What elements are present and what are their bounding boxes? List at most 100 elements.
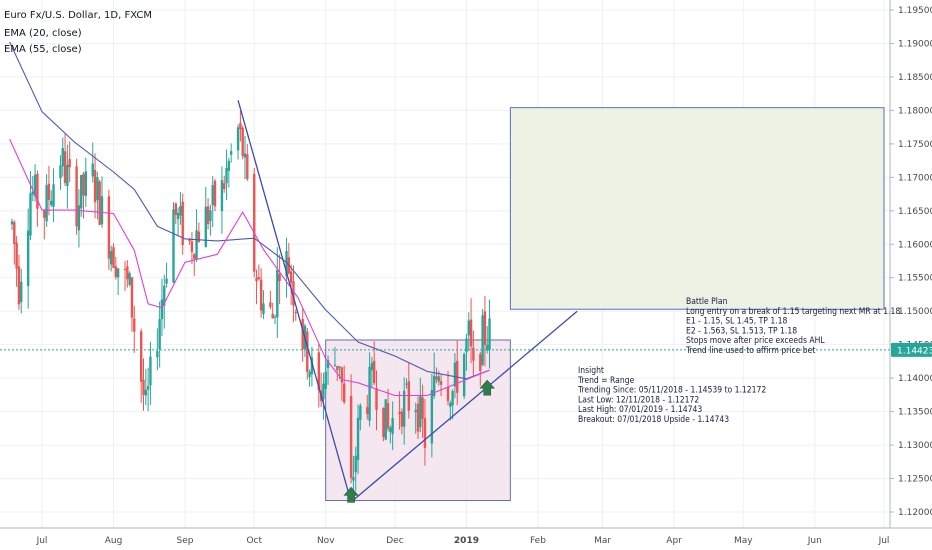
candle-body — [354, 455, 357, 473]
candle-body — [241, 127, 244, 156]
candle-body — [257, 277, 261, 280]
candle-body — [29, 193, 32, 236]
insight-note-line: Last High: 07/01/2019 - 1.14743 — [578, 405, 702, 415]
insight-note-line: Trending Since: 05/11/2018 - 1.14539 to … — [577, 386, 766, 396]
candle-body — [375, 387, 378, 410]
candle-body — [446, 386, 450, 402]
up-arrow-shape — [479, 379, 495, 396]
candle-body — [223, 183, 226, 190]
candle-body — [273, 316, 277, 318]
candle-body — [384, 399, 387, 440]
up-arrow-icon — [343, 486, 359, 503]
candle-body — [31, 191, 34, 195]
candle-body — [43, 210, 46, 218]
y-tick-label: 1.17500 — [898, 140, 932, 150]
candle-body — [50, 200, 53, 205]
y-tick-label: 1.18000 — [898, 106, 932, 116]
candle-body — [472, 347, 475, 361]
candle-body — [430, 389, 434, 444]
target-box — [509, 107, 885, 310]
candle-body — [26, 230, 30, 287]
x-tick-label: May — [734, 536, 753, 546]
legend-ema55[interactable]: EMA (55, close) — [4, 44, 82, 55]
candle-body — [15, 242, 18, 269]
candle-body — [80, 175, 83, 209]
y-tick-label: 1.19500 — [898, 6, 932, 16]
current-price-badge — [891, 342, 932, 357]
candle-body — [110, 251, 113, 265]
candle-body — [82, 173, 85, 196]
candle-body — [423, 417, 427, 448]
candle-body — [462, 354, 466, 397]
candle-body — [190, 241, 194, 253]
candle-body — [310, 357, 314, 375]
y-tick-label: 1.14000 — [898, 374, 932, 384]
candle-body — [193, 254, 196, 259]
candle-body — [45, 185, 48, 222]
candle-body — [123, 268, 127, 270]
battle-plan-note-line: Trend line used to affirm price bet — [685, 346, 815, 356]
candle-body — [114, 266, 118, 278]
y-tick-label: 1.12000 — [898, 508, 932, 518]
candle-body — [59, 165, 62, 179]
candle-body — [144, 389, 148, 396]
candle-body — [308, 371, 311, 378]
x-tick-label: Jun — [807, 536, 822, 546]
candle-body — [91, 163, 94, 177]
legend-ema20[interactable]: EMA (20, close) — [4, 28, 82, 39]
candle-body — [349, 395, 353, 478]
candle-body — [253, 173, 256, 272]
candle-body — [414, 409, 417, 413]
candle-body — [372, 360, 376, 383]
ema-lines — [9, 41, 490, 397]
candle-body — [107, 196, 111, 259]
candle-body — [176, 212, 180, 220]
candle-body — [181, 201, 184, 245]
candle-body — [359, 405, 362, 420]
candle-body — [486, 344, 489, 351]
candle-body — [467, 320, 470, 336]
candle-body — [112, 247, 115, 268]
battle-plan-note-line: Long entry on a break of 1.15 targeting … — [686, 307, 900, 317]
candle-body — [483, 311, 487, 345]
candle-body — [278, 274, 281, 281]
x-tick-label: Jul — [878, 536, 890, 546]
candle-body — [128, 273, 131, 285]
trend-line-down — [237, 100, 352, 503]
candle-body — [432, 375, 436, 397]
candle-body — [126, 266, 129, 280]
candle-body — [333, 364, 337, 366]
candle-body — [133, 318, 136, 332]
candle-body — [96, 177, 99, 200]
y-tick-label: 1.15000 — [898, 307, 932, 317]
x-tick-label: Nov — [317, 536, 335, 546]
ema20-line — [9, 138, 490, 397]
candle-body — [172, 209, 175, 283]
candle-body — [271, 313, 274, 319]
candle-body — [195, 230, 198, 260]
drawing-lines — [0, 100, 890, 503]
candle-body — [197, 231, 201, 242]
insight-note-line: Insight — [578, 366, 604, 376]
candle-body — [289, 271, 293, 283]
candle-body — [206, 206, 210, 225]
x-tick-label: Sep — [177, 536, 194, 546]
y-tick-label: 1.18500 — [898, 73, 932, 83]
candle-body — [453, 362, 457, 387]
candle-body — [285, 250, 288, 277]
candle-body — [77, 205, 81, 231]
candle-body — [370, 362, 374, 371]
candle-body — [437, 376, 440, 382]
candle-body — [326, 360, 330, 368]
candle-body — [209, 210, 212, 221]
candle-body — [416, 403, 420, 432]
candle-body — [386, 403, 390, 429]
candle-body — [204, 206, 207, 247]
candle-body — [400, 411, 404, 427]
y-tick-label: 1.19000 — [898, 39, 932, 49]
insight-note-line: Breakout: 07/01/2018 Upside - 1.14743 — [578, 415, 729, 425]
